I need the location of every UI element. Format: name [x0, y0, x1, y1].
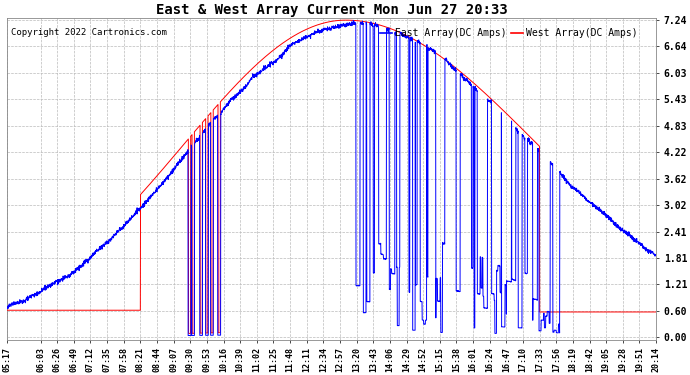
Legend: East Array(DC Amps), West Array(DC Amps): East Array(DC Amps), West Array(DC Amps)	[377, 24, 642, 42]
Text: Copyright 2022 Cartronics.com: Copyright 2022 Cartronics.com	[10, 28, 166, 37]
Title: East & West Array Current Mon Jun 27 20:33: East & West Array Current Mon Jun 27 20:…	[156, 3, 508, 17]
